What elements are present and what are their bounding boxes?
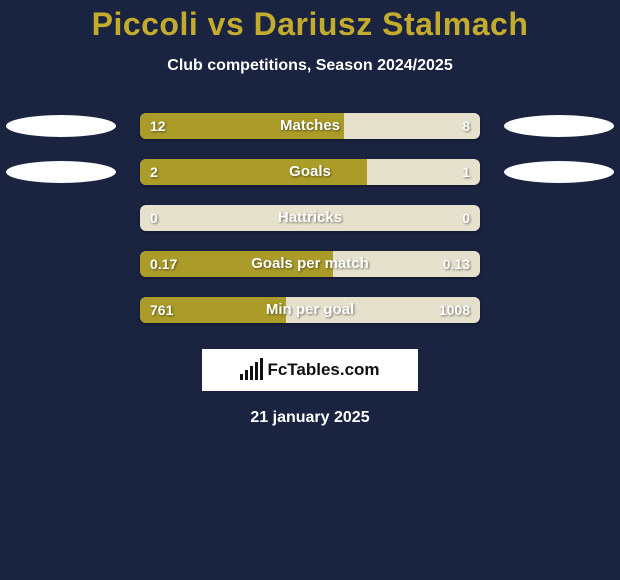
stat-row: 128Matches bbox=[0, 111, 620, 157]
stats-container: 128Matches 21Goals 00Hattricks 0.170.13Goal… bbox=[0, 111, 620, 341]
snapshot-date: 21 january 2025 bbox=[0, 409, 620, 427]
stat-row: 21Goals bbox=[0, 157, 620, 203]
stat-bar: 21Goals bbox=[140, 159, 480, 185]
stat-bar: 0.170.13Goals per match bbox=[140, 251, 480, 277]
bars-icon bbox=[240, 360, 263, 380]
stat-row: 00Hattricks bbox=[0, 203, 620, 249]
stat-label: Goals bbox=[140, 159, 480, 185]
site-logo: FcTables.com bbox=[202, 349, 418, 391]
stat-bar: 128Matches bbox=[140, 113, 480, 139]
player-ellipse-right bbox=[504, 115, 614, 137]
stat-label: Matches bbox=[140, 113, 480, 139]
player-ellipse-left bbox=[6, 161, 116, 183]
player-ellipse-right bbox=[504, 161, 614, 183]
logo-text: FcTables.com bbox=[267, 360, 379, 380]
stat-bar: 7611008Min per goal bbox=[140, 297, 480, 323]
stat-label: Hattricks bbox=[140, 205, 480, 231]
stat-bar: 00Hattricks bbox=[140, 205, 480, 231]
player-ellipse-left bbox=[6, 115, 116, 137]
stat-label: Goals per match bbox=[140, 251, 480, 277]
stat-row: 0.170.13Goals per match bbox=[0, 249, 620, 295]
page-subtitle: Club competitions, Season 2024/2025 bbox=[0, 57, 620, 75]
stat-row: 7611008Min per goal bbox=[0, 295, 620, 341]
page-title: Piccoli vs Dariusz Stalmach bbox=[0, 0, 620, 43]
stat-label: Min per goal bbox=[140, 297, 480, 323]
